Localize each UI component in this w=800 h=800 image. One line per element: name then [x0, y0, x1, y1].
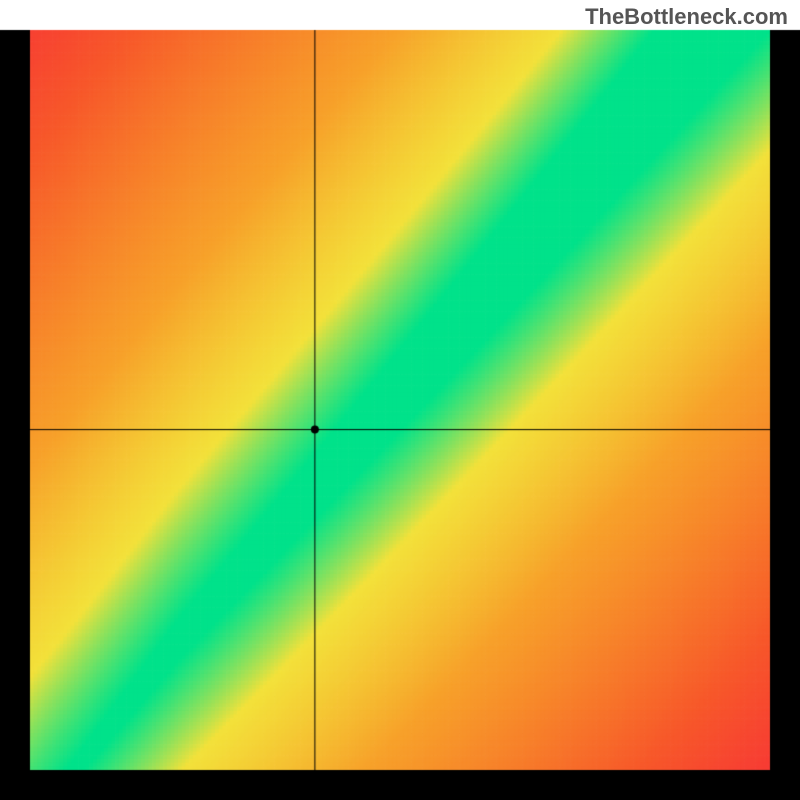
- watermark-label: TheBottleneck.com: [585, 4, 788, 30]
- bottleneck-heatmap-canvas: [0, 0, 800, 800]
- chart-container: TheBottleneck.com: [0, 0, 800, 800]
